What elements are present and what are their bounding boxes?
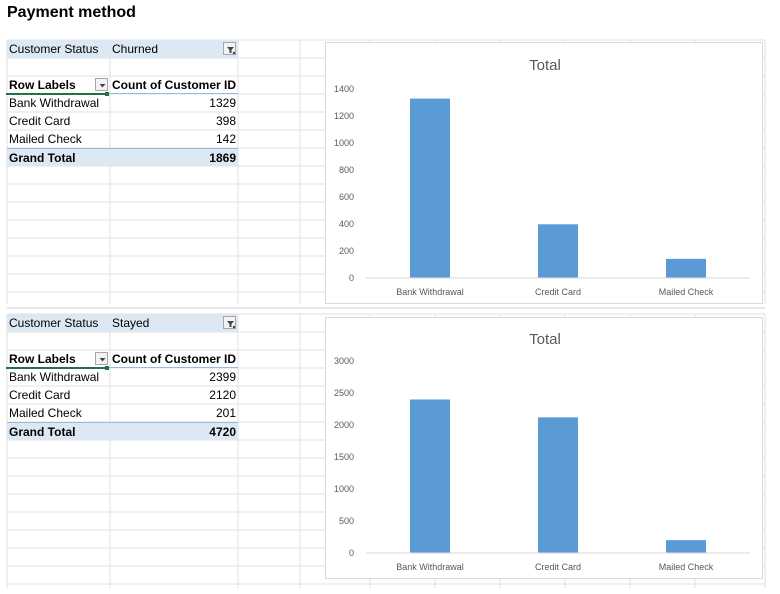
pivot-filter-row: Customer Status Stayed xyxy=(7,314,238,332)
row-labels-dropdown-icon[interactable] xyxy=(95,352,108,365)
bar[interactable] xyxy=(538,417,578,553)
x-category-label: Mailed Check xyxy=(659,562,714,572)
row-value: 398 xyxy=(215,114,236,128)
grand-total-label: Grand Total xyxy=(9,425,76,439)
filter-label: Customer Status xyxy=(9,316,99,330)
pivot-header-row: Row Labels Count of Customer ID xyxy=(6,76,238,96)
y-tick-label: 400 xyxy=(339,219,354,229)
filter-value: Churned xyxy=(112,42,159,56)
x-category-label: Bank Withdrawal xyxy=(396,562,464,572)
row-value: 2120 xyxy=(209,388,236,402)
row-label: Credit Card xyxy=(9,388,71,402)
chart-stayed[interactable]: Total 0 500 1000 1500 2000 2500 3000 Bank With… xyxy=(325,317,763,579)
row-value: 142 xyxy=(215,132,236,146)
y-tick-label: 800 xyxy=(339,165,354,175)
y-tick-label: 3000 xyxy=(334,356,354,366)
y-tick-label: 0 xyxy=(349,273,354,283)
chart-svg: Total 0 500 1000 1500 2000 2500 3000 Bank With… xyxy=(334,331,750,572)
row-value: 2399 xyxy=(209,370,236,384)
table-row: Credit Card 2120 xyxy=(7,386,238,404)
bar[interactable] xyxy=(666,540,706,553)
y-tick-label: 1200 xyxy=(334,111,354,121)
pivot-filter-row: Customer Status Churned xyxy=(7,40,238,58)
fill-handle[interactable] xyxy=(105,366,109,370)
y-axis: 0 200 400 600 800 1000 1200 1400 xyxy=(334,84,354,283)
table-row: Mailed Check 142 xyxy=(7,130,238,148)
x-axis: Bank Withdrawal Credit Card Mailed Check xyxy=(396,562,714,572)
bars xyxy=(410,98,706,279)
pivot-header-row: Row Labels Count of Customer ID xyxy=(6,350,238,370)
y-tick-label: 1000 xyxy=(334,484,354,494)
row-labels-header[interactable]: Row Labels xyxy=(9,78,76,92)
grand-total-label: Grand Total xyxy=(9,151,76,165)
grand-total-row: Grand Total 1869 xyxy=(7,148,238,166)
count-header: Count of Customer ID xyxy=(112,78,236,92)
row-labels-header[interactable]: Row Labels xyxy=(9,352,76,366)
y-tick-label: 1000 xyxy=(334,138,354,148)
chart-churned[interactable]: Total 0 200 400 600 800 1000 1200 1400 Bank Wit… xyxy=(325,42,763,304)
table-row: Bank Withdrawal 1329 xyxy=(7,94,238,112)
x-axis: Bank Withdrawal Credit Card Mailed Check xyxy=(396,287,714,297)
y-axis: 0 500 1000 1500 2000 2500 3000 xyxy=(334,356,354,558)
bar[interactable] xyxy=(538,224,578,278)
filter-value: Stayed xyxy=(112,316,150,330)
filter-dropdown-icon[interactable] xyxy=(223,316,236,329)
x-category-label: Bank Withdrawal xyxy=(396,287,464,297)
y-tick-label: 2500 xyxy=(334,388,354,398)
y-tick-label: 0 xyxy=(349,548,354,558)
x-category-label: Mailed Check xyxy=(659,287,714,297)
count-header: Count of Customer ID xyxy=(112,352,236,366)
row-label: Mailed Check xyxy=(9,132,82,146)
chart-title: Total xyxy=(529,57,561,74)
y-tick-label: 1500 xyxy=(334,452,354,462)
y-tick-label: 200 xyxy=(339,246,354,256)
bar[interactable] xyxy=(410,98,450,279)
y-tick-label: 1400 xyxy=(334,84,354,94)
table-row: Credit Card 398 xyxy=(7,112,238,130)
table-row: Bank Withdrawal 2399 xyxy=(7,368,238,386)
chart-title: Total xyxy=(529,331,561,348)
y-tick-label: 2000 xyxy=(334,420,354,430)
grand-total-value: 4720 xyxy=(209,425,236,439)
y-tick-label: 600 xyxy=(339,192,354,202)
grand-total-value: 1869 xyxy=(209,151,236,165)
table-row: Mailed Check 201 xyxy=(7,404,238,422)
row-value: 1329 xyxy=(209,96,236,110)
bars xyxy=(410,399,706,553)
row-value: 201 xyxy=(215,406,236,420)
cell-selection-border xyxy=(6,93,107,95)
filter-label: Customer Status xyxy=(9,42,99,56)
row-labels-dropdown-icon[interactable] xyxy=(95,78,108,91)
fill-handle[interactable] xyxy=(105,92,109,96)
row-label: Bank Withdrawal xyxy=(9,370,100,384)
x-category-label: Credit Card xyxy=(535,562,581,572)
page-title: Payment method xyxy=(7,4,136,21)
chart-svg: Total 0 200 400 600 800 1000 1200 1400 Bank Wit… xyxy=(334,57,750,297)
row-label: Credit Card xyxy=(9,114,71,128)
filter-dropdown-icon[interactable] xyxy=(223,42,236,55)
cell-selection-border xyxy=(6,367,107,369)
bar[interactable] xyxy=(410,399,450,553)
x-category-label: Credit Card xyxy=(535,287,581,297)
row-label: Bank Withdrawal xyxy=(9,96,100,110)
y-tick-label: 500 xyxy=(339,516,354,526)
row-label: Mailed Check xyxy=(9,406,82,420)
grand-total-row: Grand Total 4720 xyxy=(7,422,238,440)
bar[interactable] xyxy=(666,258,706,278)
